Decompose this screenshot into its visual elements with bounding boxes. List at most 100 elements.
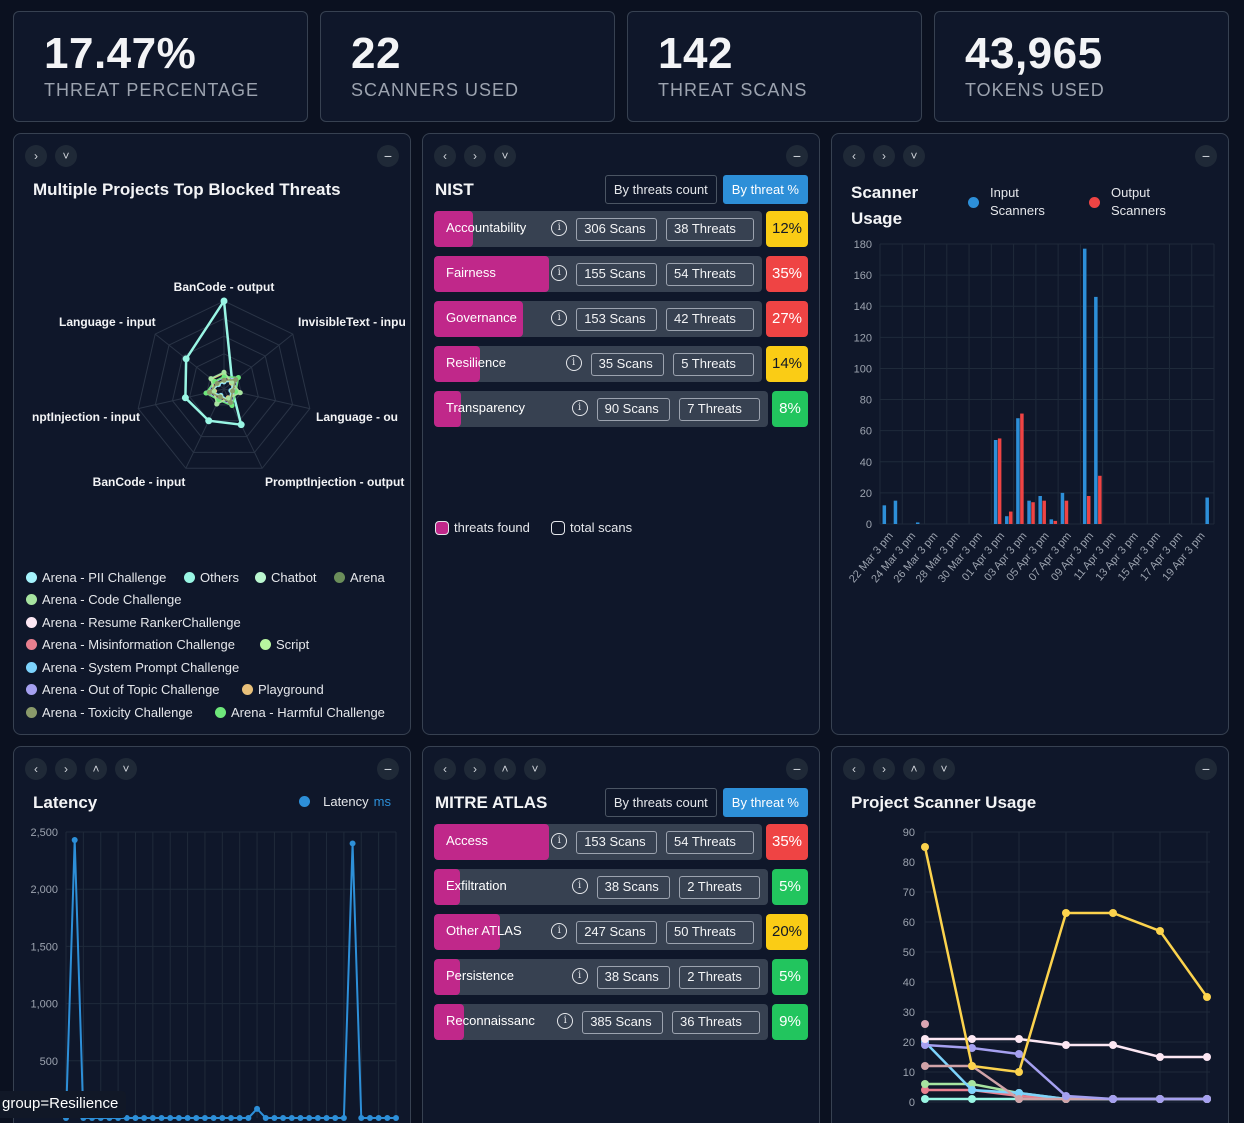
chevron-left-icon[interactable]: ‹ [434, 758, 456, 780]
threat-row[interactable]: Governance i 153 Scans 42 Threats 27% [434, 301, 808, 337]
chevron-down-icon[interactable]: ˅ [903, 145, 925, 167]
latency-point[interactable] [297, 1115, 304, 1121]
series-point[interactable] [1015, 1068, 1023, 1076]
radar-legend-item[interactable]: Arena - System Prompt Challenge [26, 660, 239, 675]
latency-point[interactable] [323, 1115, 330, 1121]
radar-point[interactable] [226, 396, 232, 402]
bar[interactable] [1031, 502, 1035, 524]
bar[interactable] [1064, 500, 1069, 524]
info-icon[interactable]: i [551, 220, 568, 236]
latency-point[interactable] [366, 1115, 373, 1121]
info-icon[interactable]: i [571, 968, 588, 984]
bar[interactable] [1027, 500, 1031, 524]
latency-point[interactable] [193, 1115, 200, 1121]
minimize-button[interactable]: − [1195, 758, 1217, 780]
series-point[interactable] [968, 1035, 976, 1043]
bar[interactable] [893, 500, 898, 524]
threat-row[interactable]: Access i 153 Scans 54 Threats 35% [434, 824, 808, 860]
radar-point[interactable] [220, 297, 228, 305]
radar-point[interactable] [214, 381, 220, 387]
series-point[interactable] [1015, 1095, 1023, 1103]
chevron-right-icon[interactable]: › [55, 758, 77, 780]
info-icon[interactable]: i [551, 265, 568, 281]
radar-point[interactable] [217, 394, 223, 400]
latency-point[interactable] [123, 1115, 130, 1121]
chevron-right-icon[interactable]: › [873, 145, 895, 167]
threat-row[interactable]: Exfiltration i 38 Scans 2 Threats 5% [434, 869, 808, 905]
latency-point[interactable] [236, 1115, 243, 1121]
series-point[interactable] [921, 1020, 929, 1028]
minimize-button[interactable]: − [377, 145, 399, 167]
latency-point[interactable] [184, 1115, 191, 1121]
latency-point[interactable] [288, 1115, 295, 1121]
chevron-left-icon[interactable]: ‹ [843, 758, 865, 780]
series-point[interactable] [968, 1062, 976, 1070]
series-point[interactable] [968, 1080, 976, 1088]
chevron-down-icon[interactable]: ˅ [55, 145, 77, 167]
bar[interactable] [882, 505, 887, 524]
series-point[interactable] [921, 1062, 929, 1070]
latency-point[interactable] [358, 1115, 365, 1121]
latency-point[interactable] [132, 1115, 139, 1121]
latency-point[interactable] [375, 1115, 382, 1121]
latency-point[interactable] [340, 1115, 347, 1121]
info-icon[interactable]: i [565, 355, 582, 371]
legend-output-scanners[interactable]: Output Scanners [1089, 184, 1166, 220]
latency-point[interactable] [210, 1115, 217, 1121]
bar[interactable] [1042, 500, 1046, 524]
series-point[interactable] [1109, 909, 1117, 917]
radar-point[interactable] [237, 421, 245, 429]
bar[interactable] [915, 522, 920, 524]
bar[interactable] [1082, 248, 1087, 524]
radar-legend-item[interactable]: Arena - PII Challenge [26, 570, 166, 585]
radar-point[interactable] [233, 377, 239, 383]
radar-point[interactable] [229, 379, 235, 385]
bar[interactable] [1094, 296, 1098, 524]
chevron-down-icon[interactable]: ˅ [524, 758, 546, 780]
latency-point[interactable] [393, 1115, 399, 1121]
info-icon[interactable]: i [551, 833, 568, 849]
radar-legend-item[interactable]: Arena - Resume RankerChallenge [26, 615, 241, 630]
threat-row[interactable]: Persistence i 38 Scans 2 Threats 5% [434, 959, 808, 995]
radar-point[interactable] [227, 399, 233, 405]
latency-point[interactable] [245, 1115, 252, 1121]
series-point[interactable] [1203, 1053, 1211, 1061]
series-point[interactable] [921, 1041, 929, 1049]
series-point[interactable] [1015, 1089, 1023, 1097]
series-point[interactable] [1015, 1050, 1023, 1058]
bar[interactable] [1016, 418, 1020, 524]
chevron-left-icon[interactable]: ‹ [25, 758, 47, 780]
threat-row[interactable]: Fairness i 155 Scans 54 Threats 35% [434, 256, 808, 292]
series-point[interactable] [921, 843, 929, 851]
bar[interactable] [1005, 516, 1009, 524]
latency-point[interactable] [149, 1115, 156, 1121]
latency-point[interactable] [141, 1115, 148, 1121]
radar-legend-item[interactable]: Arena - Code Challenge [26, 592, 181, 607]
series-point[interactable] [921, 1086, 929, 1094]
series-point[interactable] [968, 1044, 976, 1052]
by-threat-percent-button[interactable]: By threat % [722, 788, 808, 817]
latency-point[interactable] [349, 840, 356, 847]
bar[interactable] [1098, 475, 1102, 524]
minimize-button[interactable]: − [786, 758, 808, 780]
series-point[interactable] [1156, 927, 1164, 935]
series-point[interactable] [1062, 1041, 1070, 1049]
info-icon[interactable]: i [551, 310, 568, 326]
radar-legend-item[interactable]: Others [184, 570, 239, 585]
chevron-right-icon[interactable]: › [464, 145, 486, 167]
series-point[interactable] [921, 1080, 929, 1088]
radar-point[interactable] [205, 417, 213, 425]
radar-point[interactable] [237, 390, 243, 396]
radar-legend-item[interactable]: Arena - Misinformation Challenge [26, 637, 235, 652]
threat-row[interactable]: Other ATLAS i 247 Scans 50 Threats 20% [434, 914, 808, 950]
bar[interactable] [1009, 511, 1013, 524]
bar[interactable] [1053, 520, 1058, 524]
latency-point[interactable] [332, 1115, 339, 1121]
radar-legend-item[interactable]: Script [260, 637, 309, 652]
threat-row[interactable]: Transparency i 90 Scans 7 Threats 8% [434, 391, 808, 427]
bar[interactable] [1205, 497, 1209, 524]
chevron-down-icon[interactable]: ˅ [933, 758, 955, 780]
latency-point[interactable] [167, 1115, 174, 1121]
chevron-up-icon[interactable]: ˄ [903, 758, 925, 780]
radar-point[interactable] [211, 388, 217, 394]
